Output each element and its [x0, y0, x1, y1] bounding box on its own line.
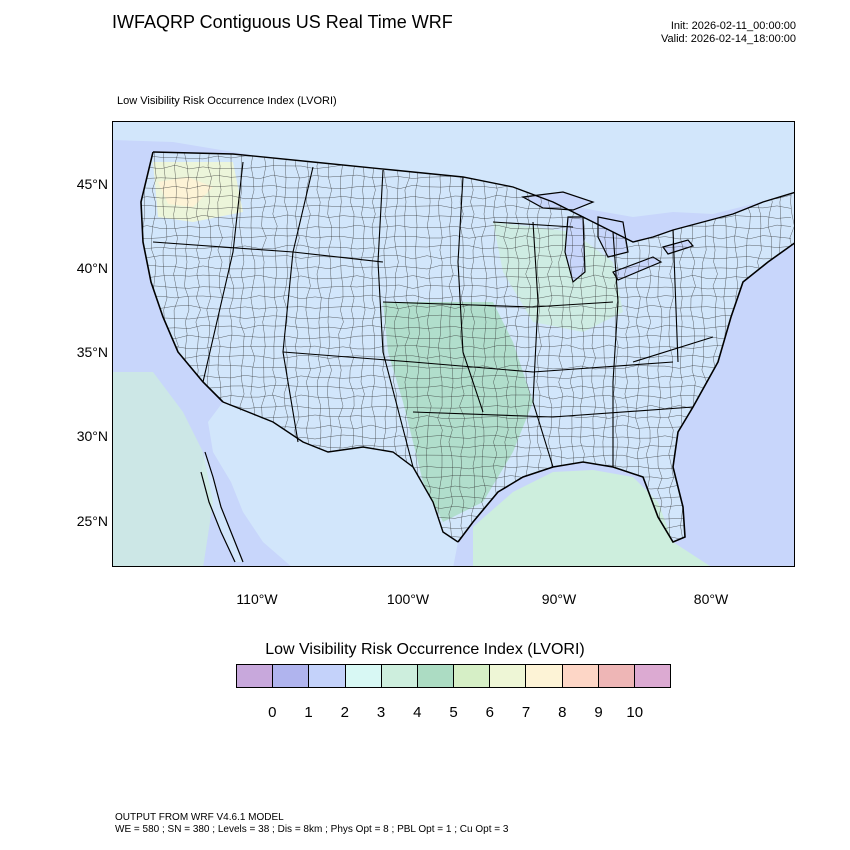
county-line — [141, 294, 792, 300]
mexico-land — [208, 402, 458, 566]
footer-config-line: WE = 580 ; SN = 380 ; Levels = 38 ; Dis … — [115, 824, 509, 835]
valid-time: Valid: 2026-02-14_18:00:00 — [661, 33, 796, 45]
northwest-peak — [158, 177, 213, 207]
lat-label: 25°N — [76, 513, 108, 529]
map-title: IWFAQRP Contiguous US Real Time WRF — [112, 12, 453, 32]
us-canada-border — [152, 151, 794, 243]
county-line — [481, 152, 487, 542]
legend-tick-label: 2 — [340, 704, 349, 721]
legend-swatch — [562, 665, 599, 687]
legend-tick-label: 9 — [594, 704, 603, 721]
legend-swatch — [309, 665, 346, 687]
county-line — [437, 152, 443, 542]
legend-tick-label: 5 — [449, 704, 458, 721]
county-line — [448, 152, 454, 542]
county-line — [141, 264, 792, 270]
legend-tick-label: 7 — [521, 704, 531, 721]
county-line — [141, 374, 792, 379]
county-line — [514, 152, 520, 542]
county-line — [141, 274, 792, 280]
baja-coast — [200, 451, 244, 563]
legend-swatch — [490, 665, 527, 687]
us-mexico-border — [222, 401, 459, 543]
legend-tick-label: 8 — [558, 704, 567, 721]
county-line — [426, 152, 432, 542]
footer-model-line: OUTPUT FROM WRF V4.6.1 MODEL — [115, 812, 284, 823]
lon-label: 80°W — [693, 591, 729, 607]
midwest-tint — [493, 222, 623, 332]
legend-swatch — [273, 665, 310, 687]
pacific-tint — [113, 372, 213, 566]
county-line — [141, 364, 792, 370]
legend-swatch — [381, 665, 418, 687]
county-line — [141, 384, 792, 390]
legend-tick-label: 0 — [268, 704, 277, 721]
legend-tick-label: 3 — [376, 704, 386, 721]
coastline — [140, 151, 794, 544]
county-line — [503, 152, 509, 542]
legend-swatch — [345, 665, 382, 687]
county-line — [470, 152, 476, 542]
state-borders — [152, 161, 714, 468]
legend-swatch — [634, 665, 671, 687]
county-line — [141, 344, 791, 350]
county-line — [141, 254, 792, 260]
county-line — [492, 152, 498, 542]
legend-tick-label: 10 — [626, 704, 644, 721]
legend-swatch — [417, 665, 455, 687]
legend-swatch — [526, 665, 563, 687]
county-line — [141, 314, 792, 320]
canada-land — [113, 122, 794, 217]
lon-label: 90°W — [541, 591, 577, 607]
legend-tick-label: 4 — [413, 704, 422, 721]
us-map — [113, 122, 794, 566]
county-line — [141, 244, 792, 250]
legend-title: Low Visibility Risk Occurrence Index (LV… — [265, 641, 585, 658]
legend-tick-label: 1 — [304, 704, 313, 721]
county-line — [141, 334, 792, 339]
lon-label: 110°W — [236, 591, 278, 607]
legend-swatch — [598, 665, 635, 687]
lat-label: 30°N — [76, 428, 108, 444]
map-panel — [112, 121, 795, 567]
county-line — [459, 152, 465, 542]
lake-ontario — [662, 239, 695, 255]
county-line — [141, 284, 792, 290]
lat-label: 35°N — [76, 344, 108, 360]
county-line — [141, 234, 792, 240]
county-line — [141, 304, 792, 310]
legend-colorbar — [236, 664, 671, 688]
lon-label: 100°W — [386, 591, 430, 607]
legend-swatch — [454, 665, 491, 687]
lat-label: 40°N — [76, 260, 108, 276]
legend-swatch — [237, 665, 274, 687]
lake-michigan — [564, 216, 586, 284]
county-line — [141, 394, 792, 400]
legend-tick-label: 6 — [485, 704, 494, 721]
field-subtitle: Low Visibility Risk Occurrence Index (LV… — [117, 95, 337, 107]
lat-label: 45°N — [76, 176, 108, 192]
init-time: Init: 2026-02-11_00:00:00 — [670, 20, 796, 32]
baja-land — [201, 452, 243, 562]
county-line — [141, 354, 792, 360]
gulf-tint — [473, 470, 710, 566]
